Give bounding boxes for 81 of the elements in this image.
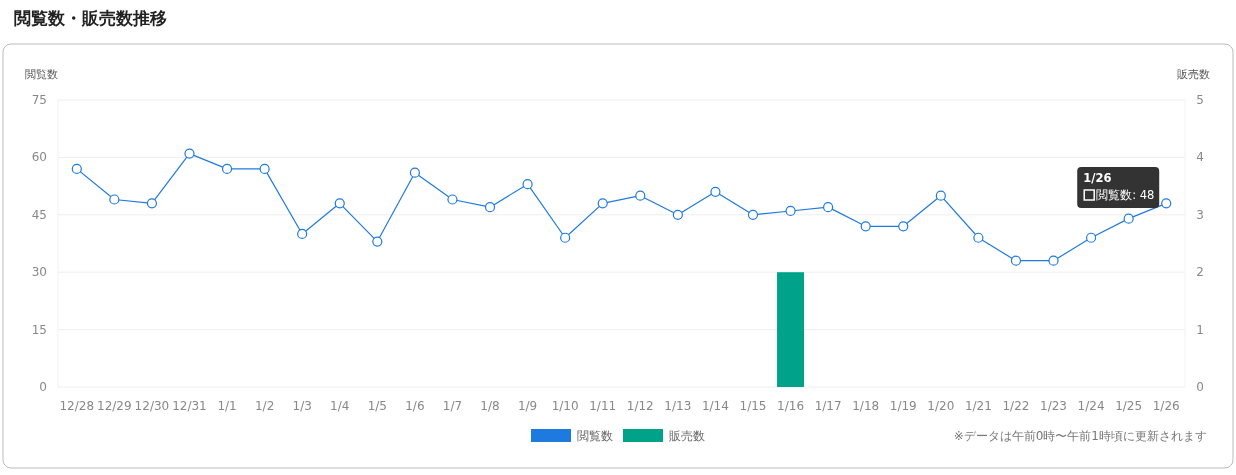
x-tick-label: 1/1 <box>217 399 237 413</box>
x-tick-label: 12/29 <box>97 399 132 413</box>
point <box>860 221 871 232</box>
x-tick-label: 1/12 <box>626 399 654 413</box>
point <box>259 163 270 174</box>
y2-axis-title: 販売数 <box>1176 68 1210 81</box>
point <box>973 232 984 243</box>
point <box>1123 213 1134 224</box>
text: ※データは午前0時〜午前1時頃に更新されます <box>953 429 1207 443</box>
x-tick-label: 1/24 <box>1077 399 1105 413</box>
y-tick-label: 45 <box>31 207 47 222</box>
x-tick-label: 1/9 <box>517 399 538 413</box>
annotation: 1/26 <box>1083 171 1112 185</box>
point <box>184 148 195 159</box>
point <box>447 194 458 205</box>
x-tick-label: 1/26 <box>1152 399 1180 413</box>
point <box>109 194 120 205</box>
point <box>560 232 571 243</box>
y-tick-label: 60 <box>31 150 47 165</box>
x-tick-label: 1/21 <box>964 399 992 413</box>
x-tick-label: 12/31 <box>172 399 207 413</box>
point <box>146 198 158 209</box>
point <box>823 202 834 213</box>
x-tick-label: 1/22 <box>1002 399 1030 413</box>
annotation: 閲覧数: 48 <box>1096 188 1155 202</box>
point <box>935 190 946 201</box>
y-tick-label: 30 <box>31 265 47 280</box>
x-tick-label: 1/6 <box>405 399 425 413</box>
point <box>710 186 721 197</box>
y-tick-label: 75 <box>31 93 47 107</box>
y-axis-title: 閲覧数 <box>24 68 58 81</box>
point <box>71 163 82 174</box>
y2-tick-label: 5 <box>1196 93 1204 107</box>
point <box>522 179 533 190</box>
y2-tick-label: 3 <box>1196 207 1204 222</box>
point <box>1010 255 1022 266</box>
x-tick-label: 1/7 <box>442 399 463 413</box>
point <box>1085 232 1097 243</box>
point <box>409 167 420 178</box>
point <box>635 190 646 201</box>
point <box>334 198 345 209</box>
point <box>785 205 796 217</box>
legend-label: 販売数 <box>669 429 705 443</box>
x-tick-label: 1/19 <box>889 399 917 413</box>
chart-title: 閲覧数・販売数推移 <box>14 8 167 28</box>
point <box>672 209 683 220</box>
x-tick-label: 1/10 <box>551 399 579 413</box>
x-tick-label: 1/17 <box>814 399 842 413</box>
x-tick-label: 1/8 <box>480 399 500 413</box>
y-tick-label: 0 <box>39 380 47 394</box>
point <box>1161 198 1172 209</box>
x-tick-label: 1/16 <box>777 399 805 413</box>
x-tick-label: 1/13 <box>664 399 692 413</box>
x-tick-label: 1/15 <box>739 399 767 413</box>
y2-tick-label: 1 <box>1196 322 1204 337</box>
point <box>1048 255 1059 266</box>
y-tick-label: 15 <box>31 322 47 337</box>
x-tick-label: 1/25 <box>1115 399 1143 413</box>
point <box>898 221 909 232</box>
point <box>297 228 308 240</box>
x-tick-label: 12/30 <box>134 399 170 413</box>
y2-tick-label: 2 <box>1196 265 1204 280</box>
point <box>747 209 759 220</box>
x-tick-label: 12/28 <box>59 399 95 413</box>
x-tick-label: 1/11 <box>589 399 617 413</box>
x-tick-label: 1/5 <box>367 399 387 413</box>
point <box>597 198 608 209</box>
x-tick-label: 1/2 <box>254 399 275 413</box>
y2-tick-label: 0 <box>1196 380 1204 394</box>
x-tick-label: 1/4 <box>330 399 350 413</box>
point <box>484 202 496 213</box>
point <box>372 236 383 247</box>
x-tick-label: 1/18 <box>852 399 880 413</box>
x-tick-label: 1/3 <box>292 399 312 413</box>
point <box>221 163 233 174</box>
tooltip: 1/26 閲覧数: 48 <box>1077 167 1160 208</box>
legend-label: 閲覧数 <box>577 429 613 443</box>
x-tick-label: 1/14 <box>701 399 729 413</box>
y2-tick-label: 4 <box>1196 150 1204 165</box>
x-tick-label: 1/23 <box>1040 399 1067 413</box>
x-tick-label: 1/20 <box>927 399 955 413</box>
